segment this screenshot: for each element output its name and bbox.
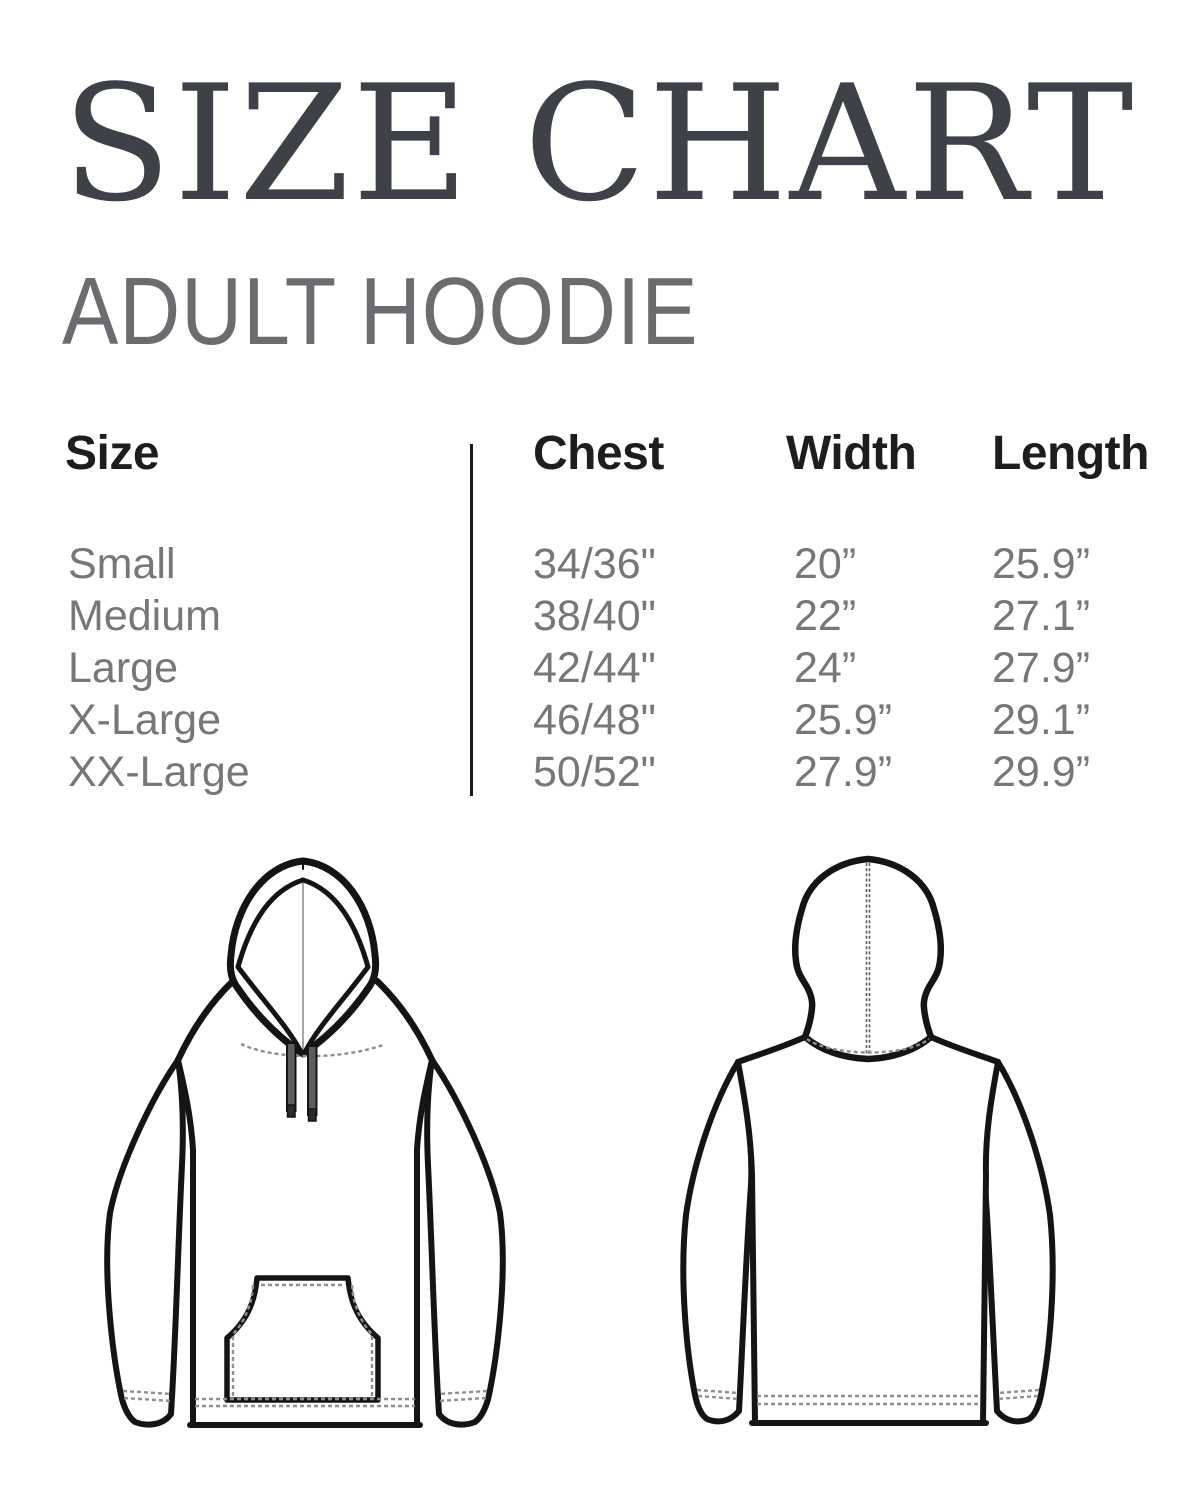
length-cell: 29.9” bbox=[992, 748, 1091, 796]
hoodie-front-view-drawing bbox=[104, 857, 506, 1428]
table-row: X-Large 46/48" 25.9” 29.1” bbox=[0, 699, 1200, 745]
width-cell: 20” bbox=[794, 540, 857, 588]
length-cell: 27.9” bbox=[992, 644, 1091, 692]
hoodie-back-view-drawing bbox=[680, 855, 1056, 1426]
page-subtitle: ADULT HOODIE bbox=[62, 258, 699, 365]
size-cell: XX-Large bbox=[68, 748, 250, 796]
hood-back bbox=[792, 855, 944, 1063]
front-right-sleeve bbox=[424, 1057, 506, 1428]
table-row: XX-Large 50/52" 27.9” 29.9” bbox=[0, 751, 1200, 797]
front-left-sleeve bbox=[104, 1057, 186, 1428]
width-cell: 27.9” bbox=[794, 748, 893, 796]
column-header-size: Size bbox=[65, 427, 160, 480]
column-header-width: Width bbox=[786, 427, 917, 480]
size-cell: Small bbox=[68, 540, 176, 588]
chest-cell: 50/52" bbox=[533, 748, 656, 796]
size-cell: Large bbox=[68, 644, 178, 692]
page-title: SIZE CHART bbox=[62, 50, 1136, 237]
back-left-sleeve bbox=[680, 1059, 755, 1425]
header-divider-line bbox=[470, 444, 473, 796]
column-header-chest: Chest bbox=[533, 427, 664, 480]
chest-cell: 42/44" bbox=[533, 644, 656, 692]
length-cell: 25.9” bbox=[992, 540, 1091, 588]
table-row: Large 42/44" 24” 27.9” bbox=[0, 647, 1200, 693]
size-cell: X-Large bbox=[68, 696, 221, 744]
back-right-sleeve bbox=[981, 1059, 1056, 1425]
length-cell: 29.1” bbox=[992, 696, 1091, 744]
width-cell: 22” bbox=[794, 592, 857, 640]
table-row: Medium 38/40" 22” 27.1” bbox=[0, 595, 1200, 641]
column-header-length: Length bbox=[992, 427, 1149, 480]
width-cell: 24” bbox=[794, 644, 857, 692]
chest-cell: 38/40" bbox=[533, 592, 656, 640]
chest-cell: 46/48" bbox=[533, 696, 656, 744]
chest-cell: 34/36" bbox=[533, 540, 656, 588]
length-cell: 27.1” bbox=[992, 592, 1091, 640]
table-row: Small 34/36" 20” 25.9” bbox=[0, 543, 1200, 589]
width-cell: 25.9” bbox=[794, 696, 893, 744]
drawstrings bbox=[286, 1042, 318, 1122]
size-cell: Medium bbox=[68, 592, 221, 640]
